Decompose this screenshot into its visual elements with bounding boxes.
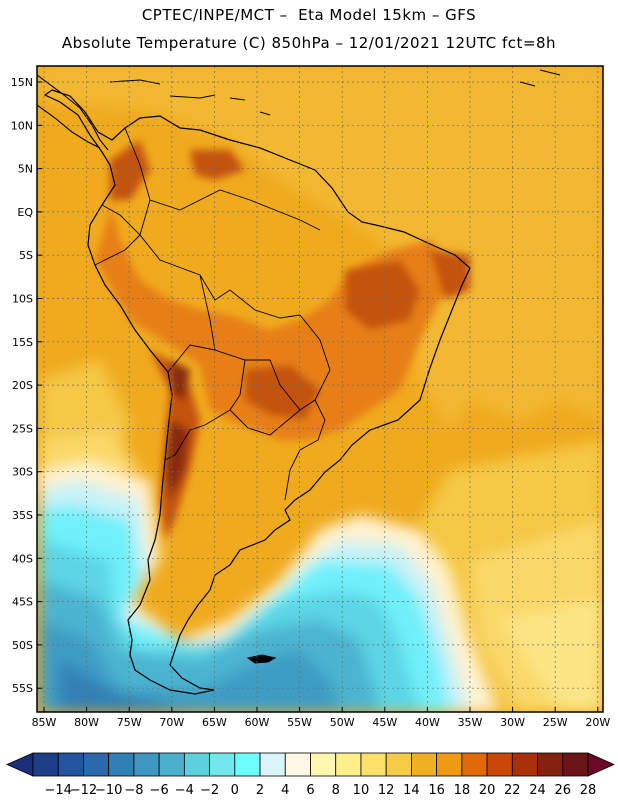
temperature-field: [37, 66, 603, 712]
lat-label: EQ: [17, 206, 33, 219]
lon-label: 35W: [458, 716, 483, 729]
legend-swatch: [486, 752, 513, 777]
legend-swatch: [562, 752, 589, 777]
lon-label: 40W: [415, 716, 440, 729]
legend-label: 10: [353, 783, 370, 798]
title-line-2: Absolute Temperature (C) 850hPa – 12/01/…: [61, 34, 557, 52]
legend-swatch: [133, 752, 160, 777]
lat-label: 5S: [19, 249, 33, 262]
title-line-1: CPTEC/INPE/MCT – Eta Model 15km – GFS: [141, 6, 477, 24]
lon-label: 80W: [74, 716, 99, 729]
lat-label: 45S: [12, 596, 33, 609]
legend-swatch: [284, 752, 311, 777]
legend-label: −8: [124, 783, 143, 798]
field-continent-hot: [95, 140, 470, 540]
lon-label: 50W: [330, 716, 355, 729]
legend-label: −12: [70, 783, 97, 798]
legend-label: 0: [231, 783, 239, 798]
legend-label: 2: [256, 783, 264, 798]
lat-label: 10N: [11, 119, 33, 132]
lat-label: 30S: [12, 466, 33, 479]
legend-swatch: [310, 752, 337, 777]
legend-swatch: [209, 752, 236, 777]
lon-label: 55W: [287, 716, 312, 729]
legend-swatch: [461, 752, 488, 777]
legend-high-arrow: [587, 752, 615, 777]
coastline-south-america: [43, 89, 471, 695]
legend-label: −10: [95, 783, 122, 798]
legend-label: 16: [428, 783, 445, 798]
lon-label: 85W: [32, 716, 57, 729]
lat-label: 15N: [11, 76, 33, 89]
legend-label: −14: [45, 783, 72, 798]
legend-label: 22: [504, 783, 521, 798]
lat-label: 5N: [18, 163, 33, 176]
legend-swatch: [259, 752, 286, 777]
coastline-central-america: [37, 74, 109, 151]
lat-label: 15S: [12, 336, 33, 349]
lon-label: 75W: [117, 716, 142, 729]
legend-swatch: [32, 752, 59, 777]
legend-label: 20: [479, 783, 496, 798]
legend-swatch: [411, 752, 438, 777]
legend-swatch: [57, 752, 84, 777]
lat-label: 10S: [12, 293, 33, 306]
legend-label: 12: [378, 783, 395, 798]
lat-label: 35S: [12, 509, 33, 522]
lon-label: 20W: [585, 716, 610, 729]
lat-label: 20S: [12, 379, 33, 392]
lon-label: 30W: [500, 716, 525, 729]
legend-label: −4: [175, 783, 194, 798]
latitude-labels: 15N 10N 5N EQ 5S 10S 15S 20S 25S 30S 35S 40S 45S 50S 5…: [11, 76, 42, 695]
legend-label: 14: [403, 783, 420, 798]
legend-swatch: [83, 752, 110, 777]
longitude-labels: 85W 80W 75W 70W 65W 60W 55W 50W 45W 40W 35W 30W 25W 2…: [32, 707, 610, 729]
color-legend: −14−12−10 −8 −6 −4 −2 0 2 4 6 8 10 12 14 16 18 20 22 24 26…: [6, 752, 615, 798]
legend-label: 4: [281, 783, 289, 798]
lat-label: 50S: [12, 639, 33, 652]
lon-label: 65W: [202, 716, 227, 729]
legend-label: 6: [306, 783, 314, 798]
lat-label: 25S: [12, 422, 33, 435]
legend-swatch: [234, 752, 261, 777]
map-frame: [36, 65, 604, 713]
legend-swatch: [537, 752, 564, 777]
lon-label: 45W: [372, 716, 397, 729]
legend-label: 8: [332, 783, 340, 798]
legend-label: 28: [580, 783, 597, 798]
field-ocean-warm: [40, 66, 603, 712]
legend-label: 24: [529, 783, 546, 798]
lat-label: 40S: [12, 552, 33, 565]
legend-swatch: [183, 752, 210, 777]
lat-lon-grid: [37, 66, 603, 712]
legend-swatch: [360, 752, 387, 777]
lat-label: 55S: [12, 682, 33, 695]
legend-label: −2: [200, 783, 219, 798]
country-borders: [94, 127, 331, 501]
legend-swatch: [158, 752, 185, 777]
coastline-falklands: [246, 654, 277, 664]
legend-swatch: [385, 752, 412, 777]
legend-swatch: [108, 752, 135, 777]
lon-label: 25W: [543, 716, 568, 729]
legend-swatch: [436, 752, 463, 777]
lon-label: 60W: [245, 716, 270, 729]
legend-swatch: [335, 752, 362, 777]
lon-label: 70W: [159, 716, 184, 729]
legend-swatch: [511, 752, 538, 777]
legend-label: 26: [554, 783, 571, 798]
coastline-islands: [109, 69, 561, 116]
legend-label: −6: [150, 783, 169, 798]
legend-low-arrow: [6, 752, 34, 777]
legend-label: 18: [454, 783, 471, 798]
